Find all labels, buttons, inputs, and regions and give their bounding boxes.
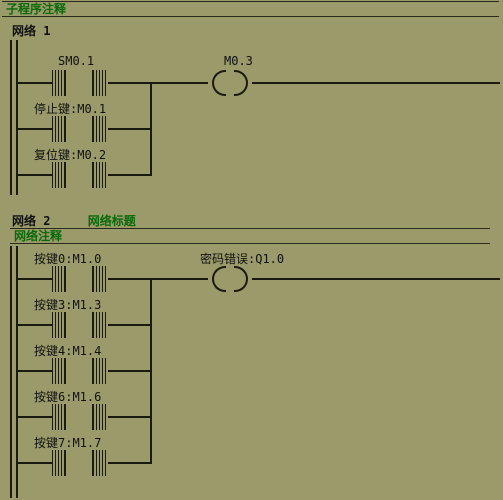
contact-label: 按键4:M1.4: [34, 342, 101, 359]
contact-key0[interactable]: [52, 266, 108, 292]
contact-label: 按键0:M1.0: [34, 250, 101, 267]
network-2-subtitle: 网络标题: [88, 214, 136, 228]
net1-rail-inner: [16, 40, 18, 195]
contact-stop[interactable]: [52, 116, 108, 142]
wire: [16, 128, 52, 130]
net2-rail-outer: [10, 246, 12, 498]
net1-rail-outer: [10, 40, 12, 195]
contact-key3[interactable]: [52, 312, 108, 338]
contact-key6[interactable]: [52, 404, 108, 430]
coil-label: M0.3: [224, 54, 253, 68]
subroutine-comment-label: 子程序注释: [6, 2, 66, 16]
network-2-comment: 网络注释: [10, 228, 490, 244]
subroutine-comment-header: 子程序注释: [2, 1, 499, 17]
coil-q10[interactable]: [208, 266, 252, 292]
contact-reset[interactable]: [52, 162, 108, 188]
contact-key7[interactable]: [52, 450, 108, 476]
network-1-title: 网络 1: [12, 22, 50, 39]
branch-join: [150, 82, 152, 176]
contact-label: 复位键:M0.2: [34, 146, 106, 163]
branch-join-net2: [150, 278, 152, 464]
wire: [16, 82, 52, 84]
contact-label: 按键7:M1.7: [34, 434, 101, 451]
contact-label: SM0.1: [58, 54, 94, 68]
ladder-canvas: 子程序注释 网络 1 SM0.1 M0.3 停止键:M0.1 复位键:M0.2: [0, 0, 503, 500]
wire: [108, 174, 150, 176]
contact-label: 按键6:M1.6: [34, 388, 101, 405]
wire: [16, 174, 52, 176]
wire: [108, 82, 208, 84]
coil-m03[interactable]: [208, 70, 252, 96]
coil-label: 密码错误:Q1.0: [200, 250, 284, 267]
network-2-title: 网络 2 网络标题: [12, 212, 136, 229]
net2-rail-inner: [16, 246, 18, 498]
contact-key4[interactable]: [52, 358, 108, 384]
wire: [108, 128, 150, 130]
contact-sm01[interactable]: [52, 70, 108, 96]
contact-label: 停止键:M0.1: [34, 100, 106, 117]
wire: [252, 82, 500, 84]
contact-label: 按键3:M1.3: [34, 296, 101, 313]
